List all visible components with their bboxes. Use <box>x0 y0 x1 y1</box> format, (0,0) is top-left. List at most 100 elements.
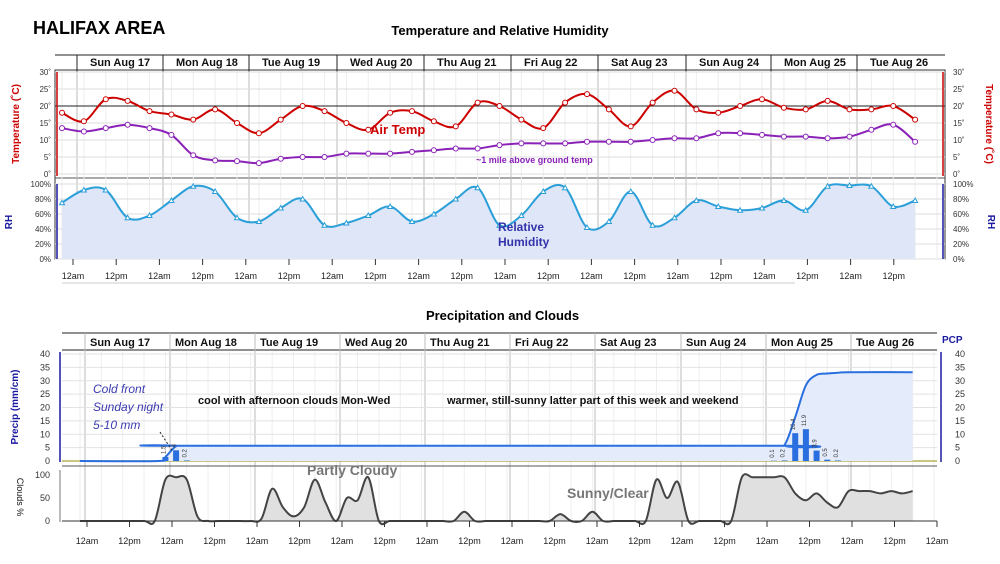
air-temp-label: Air Temp <box>370 122 425 137</box>
temp-tick-right: 0˚ <box>953 170 960 179</box>
upper-temp-marker <box>234 158 240 165</box>
precip-tick-left: 25 <box>40 389 50 399</box>
upper-temp-marker <box>409 148 415 155</box>
precip-day-label: Fri Aug 22 <box>515 337 568 349</box>
upper-temp-marker <box>912 138 919 145</box>
air-temp-marker <box>321 108 328 115</box>
time-tick-label: 12pm <box>451 271 474 281</box>
temp-axis-label-right: Temperature (˚C) <box>983 84 995 164</box>
upper-temp-marker <box>671 135 678 142</box>
precip-bar-label: 1.5 <box>161 445 167 454</box>
air-temp-marker <box>562 99 569 106</box>
precip-tick-left: 20 <box>40 403 50 413</box>
temp-tick-right: 10˚ <box>953 136 965 145</box>
rh-marker <box>649 221 656 228</box>
precip-bar <box>781 460 788 461</box>
time-tick-label: 12pm <box>364 271 387 281</box>
upper-temp-marker <box>802 133 809 140</box>
air-temp-marker <box>737 103 744 109</box>
air-temp-marker <box>168 111 175 118</box>
air-temp-marker <box>124 97 131 104</box>
pcp-axis-label: PCP <box>942 335 963 346</box>
rh-marker <box>824 182 831 189</box>
bottom-time-tick-label: 12pm <box>713 536 736 546</box>
rh-marker <box>321 221 328 228</box>
air-temp-marker <box>496 103 503 109</box>
precip-tick-right: 5 <box>955 443 960 453</box>
rh-tick-left: 60% <box>35 210 51 219</box>
upper-temp-marker <box>474 145 481 152</box>
precip-bar <box>792 433 799 461</box>
rh-marker <box>802 206 810 213</box>
precip-tick-left: 10 <box>40 429 50 439</box>
rh-marker <box>474 184 481 191</box>
bottom-time-tick-label: 12pm <box>883 536 906 546</box>
air-temp-marker <box>409 108 415 115</box>
air-temp-marker <box>649 99 656 106</box>
day-label: Sun Aug 17 <box>90 57 150 69</box>
cool-annotation: cool with afternoon clouds Mon-Wed <box>198 395 390 407</box>
time-tick-label: 12pm <box>278 271 301 281</box>
temp-tick-left: 30˚ <box>39 68 51 77</box>
air-temp-marker <box>80 118 87 125</box>
temp-tick-left: 0˚ <box>44 170 51 179</box>
cold-front-line1: Cold front <box>93 382 146 396</box>
upper-temp-marker <box>496 142 503 149</box>
upper-temp-marker <box>518 140 525 147</box>
precip-tick-right: 40 <box>955 349 965 359</box>
air-temp-marker <box>780 104 787 111</box>
bottom-time-tick-label: 12pm <box>798 536 821 546</box>
cold-front-line2: Sunday night <box>93 400 164 414</box>
rh-marker <box>846 181 853 188</box>
precip-day-label: Tue Aug 26 <box>856 337 914 349</box>
upper-temp-marker <box>649 137 656 143</box>
cold-front-line3: 5-10 mm <box>93 418 140 432</box>
precip-day-label: Thu Aug 21 <box>430 337 489 349</box>
rh-marker <box>736 206 744 213</box>
temp-rh-title: Temperature and Relative Humidity <box>391 23 609 38</box>
upper-temp-marker <box>387 150 394 157</box>
time-tick-label: 12am <box>580 271 603 281</box>
precip-bar <box>173 450 180 461</box>
precip-clouds-title: Precipitation and Clouds <box>425 308 580 323</box>
upper-temp-marker <box>693 135 700 142</box>
bottom-time-tick-label: 12am <box>501 536 524 546</box>
rh-marker <box>277 204 285 211</box>
rh-marker <box>211 187 219 194</box>
bottom-time-tick-label: 12am <box>161 536 184 546</box>
rh-marker <box>364 211 372 218</box>
rh-marker <box>539 187 547 194</box>
precip-tick-right: 35 <box>955 362 965 372</box>
precip-bar-label: 0.5 <box>823 448 829 457</box>
upper-temp-marker <box>277 155 284 162</box>
upper-temp-marker <box>212 157 219 164</box>
air-temp-marker <box>868 106 875 113</box>
precip-tick-left: 35 <box>40 362 50 372</box>
precip-day-label: Mon Aug 25 <box>771 337 833 349</box>
rh-marker <box>496 221 503 228</box>
temp-tick-right: 20˚ <box>953 102 965 111</box>
rh-marker <box>758 204 766 211</box>
upper-temp-marker <box>255 160 262 167</box>
rh-marker <box>671 214 678 221</box>
rh-axis-label-right: RH <box>985 215 996 229</box>
time-tick-label: 12pm <box>796 271 819 281</box>
bottom-time-tick-label: 12am <box>756 536 779 546</box>
precip-bar-label: 10.4 <box>791 418 797 430</box>
rh-marker <box>146 211 153 218</box>
rh-tick-left: 80% <box>35 195 51 204</box>
upper-temp-marker <box>605 138 612 145</box>
time-tick-label: 12am <box>62 271 85 281</box>
rh-marker <box>627 187 635 194</box>
rh-tick-left: 40% <box>35 225 51 234</box>
time-tick-label: 12pm <box>710 271 733 281</box>
precip-tick-left: 30 <box>40 376 50 386</box>
partly-cloudy-label: Partly Cloudy <box>307 462 397 478</box>
upper-temp-marker <box>890 121 897 128</box>
cloud-axis-label: Clouds % <box>15 478 25 517</box>
air-temp-marker <box>912 116 919 123</box>
rh-marker <box>714 202 722 209</box>
upper-temp-marker <box>343 150 350 157</box>
upper-temp-marker <box>124 121 131 128</box>
